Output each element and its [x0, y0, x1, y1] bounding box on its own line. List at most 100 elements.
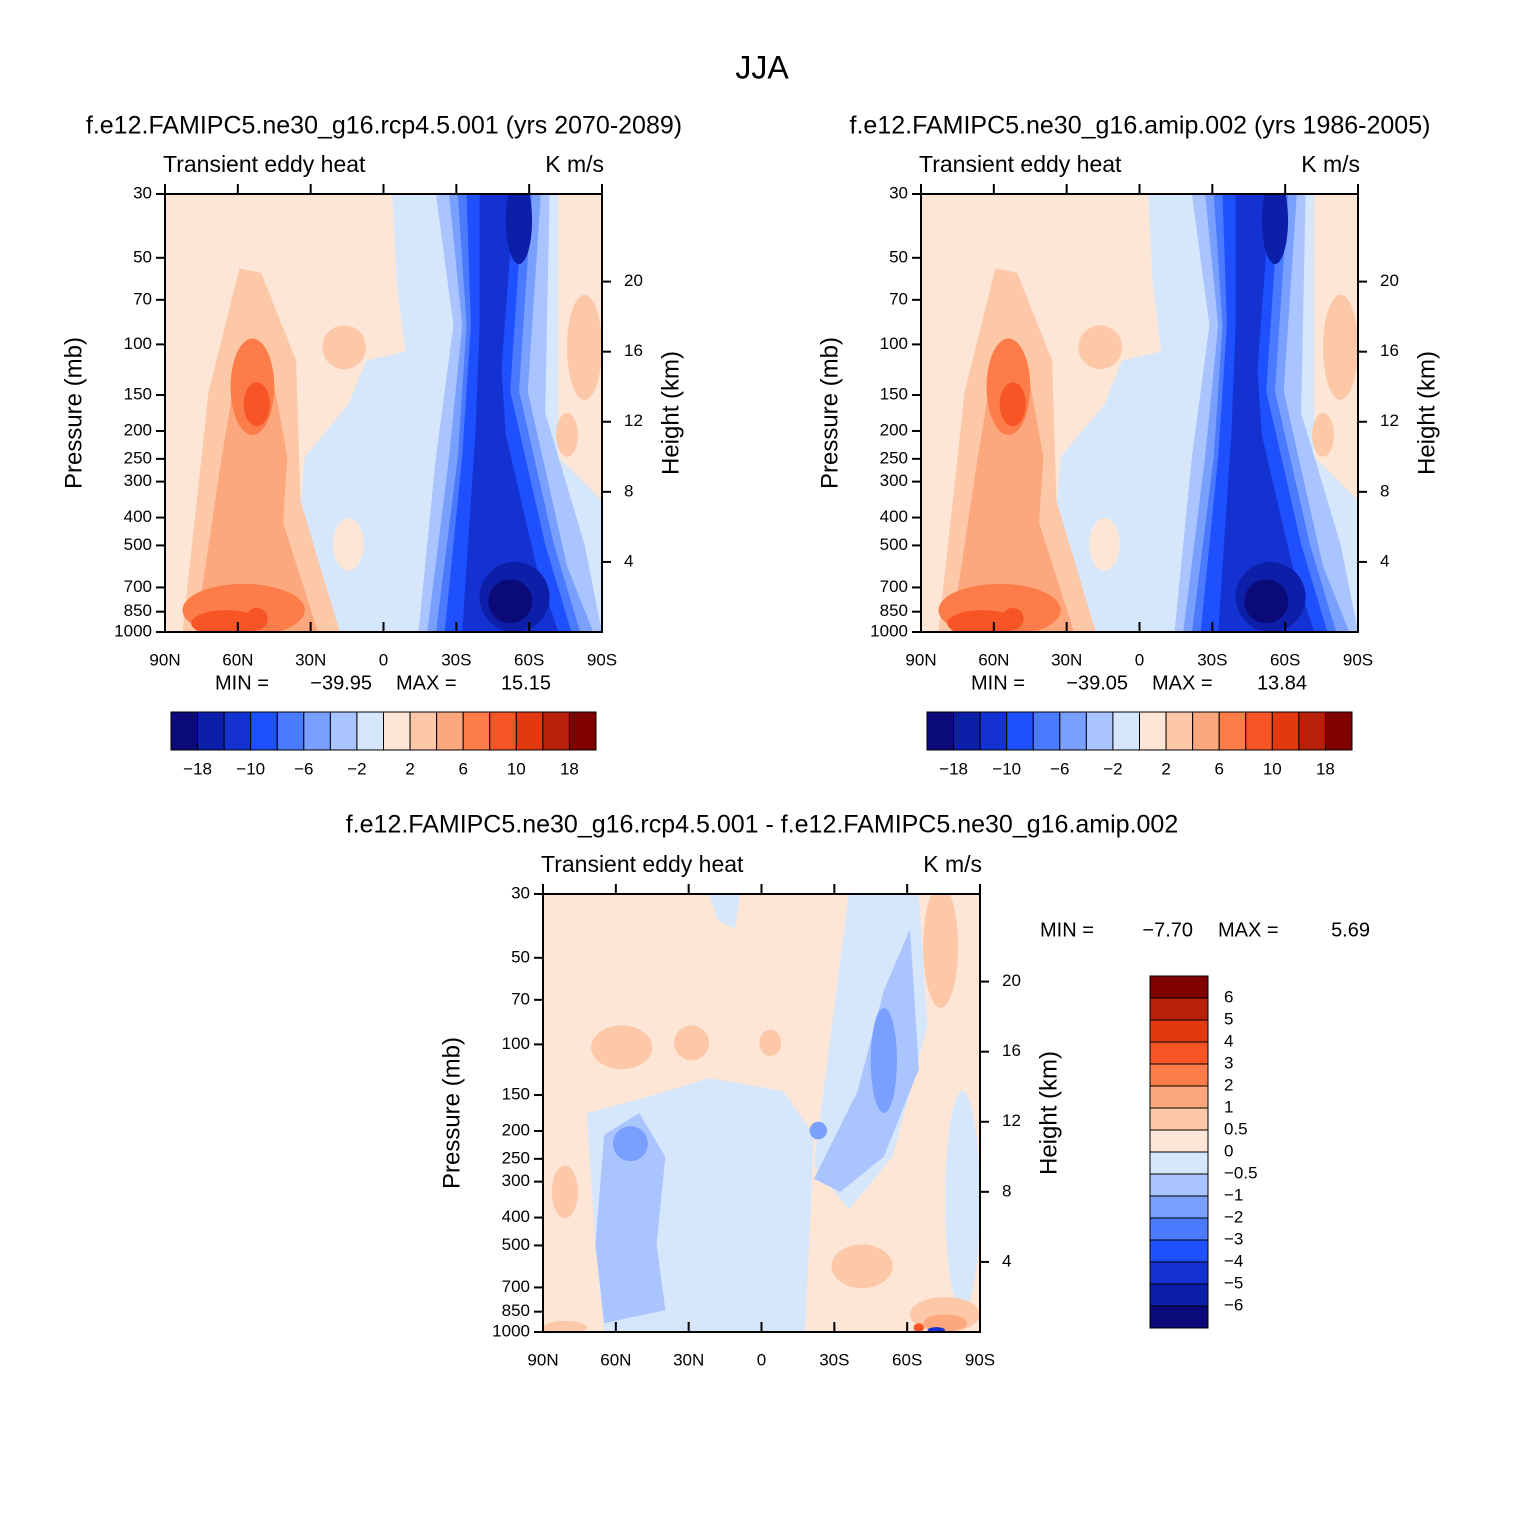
colorbar-box [1139, 711, 1167, 751]
contour-region [923, 894, 959, 1008]
min-value: −7.70 [1142, 919, 1193, 941]
y2-tick-label: 12 [1002, 1111, 1021, 1130]
left-string: Transient eddy heat [541, 851, 744, 877]
y2-tick-label: 4 [1380, 551, 1389, 570]
colorbar-label: −6 [1050, 759, 1069, 778]
colorbar-label: 18 [1316, 759, 1335, 778]
colorbar-label: −2 [1224, 1207, 1243, 1226]
contour-region [612, 1126, 648, 1162]
right-string: K m/s [923, 851, 982, 877]
min-label: MIN = [1040, 919, 1094, 941]
x-tick-label: 30S [819, 1350, 849, 1369]
y-tick-label: 1000 [492, 1321, 530, 1340]
y-tick-label: 50 [889, 247, 908, 266]
x-tick-label: 0 [757, 1350, 766, 1369]
y-tick-label: 500 [124, 535, 152, 554]
colorbar-label: −6 [1224, 1295, 1243, 1314]
y-tick-label: 200 [124, 420, 152, 439]
max-value: 15.15 [501, 672, 551, 694]
contour-region [1089, 518, 1120, 571]
x-tick-label: 30N [1051, 650, 1082, 669]
y-tick-label: 850 [124, 601, 152, 620]
x-tick-label: 60N [600, 1350, 631, 1369]
y-tick-label: 300 [880, 471, 908, 490]
contour-region [674, 1025, 710, 1061]
contour-layer [543, 894, 980, 1332]
colorbar-box [462, 711, 491, 751]
min-value: −39.95 [310, 672, 372, 694]
contour-region [945, 1091, 980, 1311]
colorbar-box [1149, 1217, 1209, 1241]
y-tick-label: 30 [133, 183, 152, 202]
colorbar-box [568, 711, 597, 751]
y2-tick-label: 8 [1380, 481, 1389, 500]
y-tick-label: 500 [880, 535, 908, 554]
x-tick-label: 90N [527, 1350, 558, 1369]
panel-title: f.e12.FAMIPC5.ne30_g16.rcp4.5.001 (yrs 2… [86, 112, 682, 140]
colorbar-label: 2 [1224, 1075, 1233, 1094]
x-tick-label: 90N [149, 650, 180, 669]
contour-region [322, 325, 367, 370]
colorbar-box [1006, 711, 1034, 751]
x-tick-label: 90S [1343, 650, 1373, 669]
y2-tick-label: 8 [624, 481, 633, 500]
contour-region [195, 351, 318, 632]
x-tick-label: 60S [892, 1350, 922, 1369]
contour-region [1261, 194, 1289, 264]
colorbar-box [1149, 997, 1209, 1021]
x-tick-label: 60N [978, 650, 1009, 669]
contour-region [333, 518, 364, 571]
colorbar-box [409, 711, 438, 751]
y-tick-label: 250 [502, 1148, 530, 1167]
colorbar-box [436, 711, 464, 751]
x-tick-label: 60S [1270, 650, 1300, 669]
colorbar-label: 1 [1224, 1097, 1233, 1116]
colorbar-box [1149, 975, 1209, 999]
colorbar-box [979, 711, 1008, 751]
colorbar-label: 4 [1224, 1031, 1233, 1050]
contour-region [927, 1327, 946, 1332]
contour-region [1218, 194, 1315, 632]
y-tick-label: 400 [502, 1207, 530, 1226]
contour-region [245, 607, 268, 630]
x-tick-label: 90S [587, 650, 617, 669]
x-tick-label: 90S [965, 1350, 995, 1369]
panel-title: f.e12.FAMIPC5.ne30_g16.amip.002 (yrs 198… [850, 112, 1431, 140]
colorbar-box [1149, 1283, 1209, 1307]
y-tick-label: 400 [124, 507, 152, 526]
y-axis-label: Pressure (mb) [438, 1037, 465, 1189]
y-tick-label: 100 [502, 1034, 530, 1053]
colorbar-box [542, 711, 570, 751]
y2-axis-label: Height (km) [1413, 351, 1440, 475]
y2-tick-label: 12 [1380, 411, 1399, 430]
colorbar-box [1149, 1261, 1209, 1285]
contour-region [488, 579, 533, 624]
contour-field [921, 194, 1358, 632]
contour-region [1078, 325, 1123, 370]
contour-region [999, 382, 1026, 427]
x-tick-label: 0 [1135, 650, 1144, 669]
y-tick-label: 70 [511, 989, 530, 1008]
contour-region [556, 413, 578, 457]
colorbar-box [1149, 1173, 1209, 1197]
right-string: K m/s [545, 151, 604, 177]
colorbar-label: −6 [294, 759, 313, 778]
y2-tick-label: 20 [1002, 971, 1021, 990]
colorbar-box [489, 711, 517, 751]
contour-region [1244, 579, 1289, 624]
colorbar-label: −0.5 [1224, 1163, 1258, 1182]
y-tick-label: 850 [502, 1301, 530, 1320]
contour-region [462, 194, 559, 632]
colorbar-label: −10 [236, 759, 265, 778]
y-tick-label: 1000 [870, 621, 908, 640]
colorbar-box [1245, 711, 1273, 751]
contour-region [870, 1007, 897, 1113]
colorbar-label: −2 [347, 759, 366, 778]
y2-tick-label: 20 [624, 271, 643, 290]
colorbar-box [1324, 711, 1353, 751]
x-tick-label: 90N [905, 650, 936, 669]
y-tick-label: 400 [880, 507, 908, 526]
max-value: 5.69 [1331, 919, 1370, 941]
colorbar-label: −18 [183, 759, 212, 778]
y-tick-label: 30 [511, 883, 530, 902]
